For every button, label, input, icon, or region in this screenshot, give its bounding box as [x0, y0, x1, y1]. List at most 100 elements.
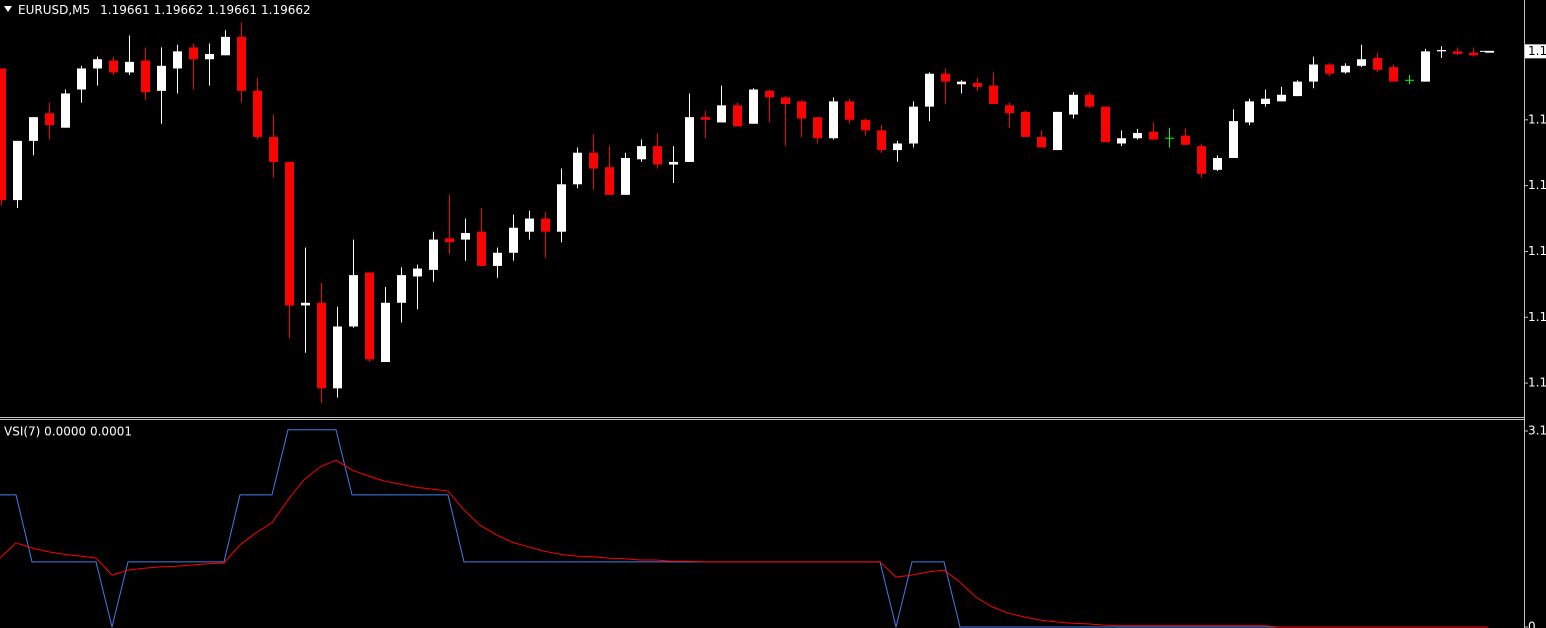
candle-body [589, 152, 598, 169]
price-marker [1525, 44, 1546, 59]
candle-body [1229, 121, 1238, 158]
last-close: 1.19662 [261, 3, 311, 17]
candle-body [157, 65, 166, 91]
candle-body [1149, 131, 1158, 140]
candle-body [1453, 51, 1462, 54]
candle-body [861, 119, 870, 131]
last-high: 1.19662 [154, 3, 204, 17]
last-open: 1.19661 [100, 3, 150, 17]
candle-body [141, 60, 150, 93]
candle-body [749, 89, 758, 124]
candle-body [1021, 111, 1030, 137]
candle-body [253, 90, 262, 137]
candle-body [781, 97, 790, 104]
last-low: 1.19661 [207, 3, 257, 17]
candle-body [1245, 101, 1254, 123]
candle-body [509, 227, 518, 253]
indicator-line [0, 459, 1488, 628]
candle-body [733, 105, 742, 127]
candle-body [1389, 67, 1398, 82]
y-tick-label: 1.1 [1528, 112, 1546, 126]
candle-body [317, 302, 326, 389]
candle-body [1085, 94, 1094, 107]
y-tick-label: 1.1 [1528, 310, 1546, 324]
candle-body [285, 161, 294, 306]
candle-body [653, 146, 662, 165]
price-marker-label: 1.1 [1528, 44, 1546, 58]
candle-body [973, 82, 982, 87]
candle-body [365, 272, 374, 360]
indicator-title: VSI(7) 0.0000 0.0001 [4, 425, 132, 439]
candle-body [381, 302, 390, 363]
candle-body [493, 252, 502, 266]
symbol-menu-arrow[interactable] [4, 6, 12, 12]
candle-body [525, 218, 534, 232]
candle-body [1197, 146, 1206, 174]
candle-body [797, 101, 806, 119]
candle-body [1277, 94, 1286, 102]
candle-body [1437, 50, 1446, 52]
candle-body [461, 233, 470, 240]
candle-body [829, 101, 838, 139]
candle-body [61, 93, 70, 128]
candle-body [333, 326, 342, 389]
symbol: EURUSD,M5 [18, 3, 90, 17]
candle-body [605, 167, 614, 195]
y-tick-label: 1.1 [1528, 376, 1546, 390]
candle-body [765, 90, 774, 98]
candle-body [1069, 94, 1078, 115]
candle-body [301, 302, 310, 306]
candle-body [893, 143, 902, 151]
candle-body [1421, 51, 1430, 82]
candle-body [637, 146, 646, 160]
candle-body [269, 136, 278, 162]
candle-body [1341, 65, 1350, 73]
candle-body [477, 231, 486, 266]
candle-body [77, 68, 86, 90]
candle-body [1181, 135, 1190, 145]
candle-body [1373, 57, 1382, 70]
candle-body [221, 36, 230, 56]
candle-body [1101, 106, 1110, 143]
candle-body [1325, 64, 1334, 74]
candle-body [413, 268, 422, 277]
candle-body [813, 117, 822, 139]
candle-body [0, 68, 6, 201]
candle-body [349, 275, 358, 327]
candle-body [237, 36, 246, 91]
y-tick-label: 0 [1528, 619, 1536, 628]
y-tick-label: 3.1 [1528, 424, 1546, 438]
candle-body [717, 105, 726, 123]
candle-body [1261, 98, 1270, 104]
candle-body [685, 117, 694, 162]
candle-body [173, 51, 182, 69]
candle-body [989, 85, 998, 104]
candle-body [429, 239, 438, 270]
candle-body [1117, 138, 1126, 144]
candle-body [925, 73, 934, 107]
candle-body [45, 113, 54, 126]
candle-body [29, 117, 38, 141]
candle-body [957, 81, 966, 85]
candle-body [669, 161, 678, 165]
candle-body [909, 106, 918, 144]
candle-body [1213, 157, 1222, 170]
candle-body [125, 61, 134, 73]
candle-body [1357, 59, 1366, 66]
candle-body [189, 47, 198, 60]
candle-body [1053, 111, 1062, 151]
candle-body [1005, 105, 1014, 114]
candle-body [445, 238, 454, 243]
candle-body [1037, 136, 1046, 148]
chart-header: EURUSD,M5 1.19661 1.19662 1.19661 1.19662 [18, 3, 311, 17]
candle-body [877, 130, 886, 151]
candle-body [205, 53, 214, 60]
candle-body [1133, 132, 1142, 139]
candle-body [557, 184, 566, 232]
y-tick-label: 1.1 [1528, 244, 1546, 258]
candle-body [13, 140, 22, 201]
candle-body [397, 275, 406, 303]
candle-body [93, 59, 102, 69]
